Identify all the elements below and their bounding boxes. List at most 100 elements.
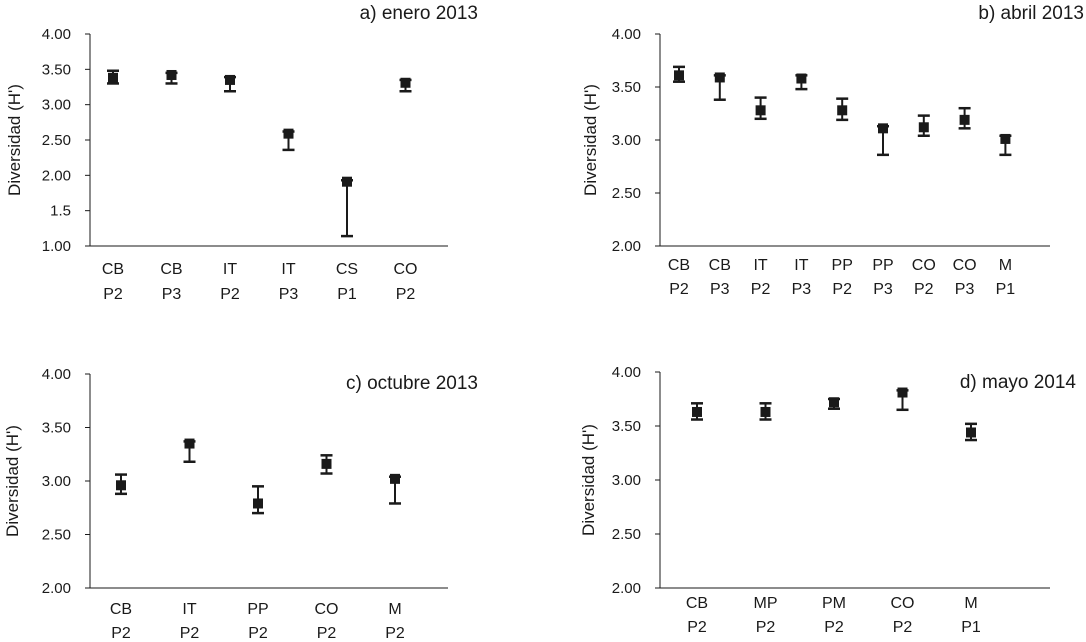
data-point <box>253 498 263 509</box>
x-category-label: P3 <box>955 281 975 298</box>
x-category-label: P3 <box>873 281 893 298</box>
y-tick-label: 4.00 <box>612 364 641 381</box>
x-category-label: CO <box>315 601 339 618</box>
data-point <box>897 387 908 398</box>
x-category-label: M <box>999 257 1012 274</box>
x-category-label: P2 <box>220 286 240 303</box>
y-tick-label: 3.00 <box>42 97 71 114</box>
x-category-label: P3 <box>710 281 730 298</box>
x-category-label: CB <box>102 261 124 278</box>
data-point <box>714 72 725 83</box>
y-tick-label: 2.00 <box>612 238 641 255</box>
x-category-label: P2 <box>248 625 268 642</box>
data-point <box>878 123 888 134</box>
x-category-label: CB <box>709 257 731 274</box>
chart-title: b) abril 2013 <box>978 3 1084 24</box>
data-point <box>755 105 766 116</box>
y-tick-label: 2.50 <box>612 526 641 543</box>
x-category-label: P2 <box>687 619 707 636</box>
x-category-label: IT <box>281 261 295 278</box>
y-tick-label: 3.50 <box>612 79 641 96</box>
x-category-label: P2 <box>824 619 844 636</box>
x-category-label: PP <box>872 257 893 274</box>
y-tick-label: 1.5 <box>50 203 71 220</box>
x-category-label: P2 <box>111 625 131 642</box>
data-point <box>400 77 411 88</box>
y-axis-label: Diversidad (H') <box>3 425 22 537</box>
chart-title: a) enero 2013 <box>360 3 478 24</box>
y-axis-label: Diversidad (H') <box>581 84 600 196</box>
data-point <box>1000 133 1011 144</box>
chart-title: d) mayo 2014 <box>960 372 1077 393</box>
y-tick-label: 3.50 <box>612 418 641 435</box>
x-category-label: P3 <box>279 286 299 303</box>
chart-panel-2: 2.00 2.50 3.00 3.50 4.00 Diversidad (H') c) oc… <box>3 366 478 642</box>
x-category-label: CB <box>668 257 690 274</box>
x-category-label: PP <box>832 257 853 274</box>
y-tick-label: 4.00 <box>42 26 71 43</box>
x-category-label: P2 <box>751 281 771 298</box>
data-point <box>116 480 126 491</box>
x-category-label: CO <box>394 261 418 278</box>
x-category-label: P2 <box>396 286 416 303</box>
data-point <box>829 397 839 408</box>
chart-title: c) octubre 2013 <box>346 373 478 394</box>
data-point <box>959 114 970 125</box>
data-point <box>760 406 771 417</box>
data-point <box>321 458 332 469</box>
y-tick-label: 1.00 <box>42 238 71 255</box>
y-tick-label: 3.50 <box>42 420 71 437</box>
data-point <box>796 73 807 84</box>
x-category-label: M <box>964 595 977 612</box>
x-category-label: CO <box>891 595 915 612</box>
y-tick-label: 2.00 <box>42 580 71 597</box>
x-category-label: P1 <box>996 281 1016 298</box>
y-tick-label: 3.50 <box>42 61 71 78</box>
x-category-label: P2 <box>385 625 405 642</box>
x-category-label: CS <box>336 261 358 278</box>
data-point <box>342 176 352 187</box>
x-category-label: P2 <box>756 619 776 636</box>
x-category-label: CO <box>953 257 977 274</box>
x-category-label: P2 <box>317 625 337 642</box>
x-category-label: MP <box>754 595 778 612</box>
y-tick-label: 3.00 <box>612 132 641 149</box>
x-category-label: IT <box>182 601 196 618</box>
data-point <box>225 74 235 85</box>
data-point <box>674 70 684 81</box>
y-axis-label: Diversidad (H') <box>579 424 598 536</box>
y-tick-label: 4.00 <box>612 26 641 43</box>
x-category-label: P2 <box>914 281 934 298</box>
data-point <box>283 128 294 139</box>
y-tick-label: 2.50 <box>42 132 71 149</box>
x-category-label: CB <box>686 595 708 612</box>
data-point <box>692 406 702 417</box>
data-point <box>390 473 400 484</box>
data-point <box>837 105 848 116</box>
x-category-label: IT <box>753 257 767 274</box>
y-tick-label: 2.50 <box>42 527 71 544</box>
data-point <box>918 122 929 133</box>
x-category-label: P2 <box>669 281 689 298</box>
x-category-label: IT <box>794 257 808 274</box>
y-tick-label: 2.00 <box>42 167 71 184</box>
x-category-label: CB <box>110 601 132 618</box>
x-category-label: P3 <box>792 281 812 298</box>
chart-panel-3: 2.00 2.50 3.00 3.50 4.00 Diversidad (H') d) ma… <box>579 364 1076 636</box>
x-category-label: P2 <box>180 625 200 642</box>
x-category-label: P1 <box>961 619 981 636</box>
x-category-label: P2 <box>103 286 123 303</box>
data-point <box>108 72 118 83</box>
x-category-label: P1 <box>337 286 357 303</box>
y-tick-label: 4.00 <box>42 366 71 383</box>
data-point <box>166 69 177 80</box>
x-category-label: P3 <box>162 286 182 303</box>
x-category-label: CB <box>160 261 182 278</box>
y-tick-label: 2.50 <box>612 185 641 202</box>
y-axis-label: Diversidad (H') <box>5 84 24 196</box>
chart-panel-0: 1.00 1.5 2.00 2.50 3.00 3.50 4.00 Diversidad (H… <box>5 3 478 303</box>
data-point <box>966 427 976 438</box>
x-category-label: PP <box>247 601 268 618</box>
x-category-label: P2 <box>832 281 852 298</box>
x-category-label: IT <box>223 261 237 278</box>
